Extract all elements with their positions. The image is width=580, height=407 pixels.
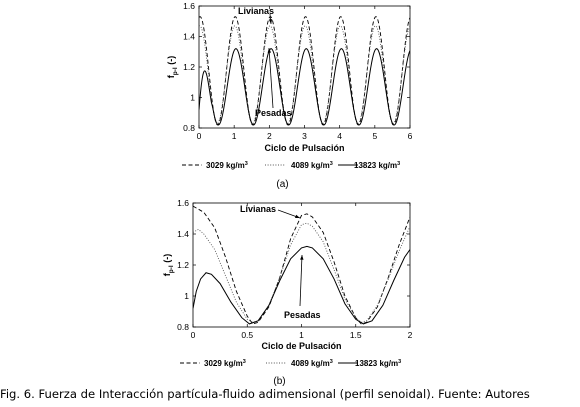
annotation-livianas: Livianas [240, 204, 276, 214]
series-group [193, 205, 410, 325]
y-tick-label: 1 [184, 291, 189, 301]
y-tick-label: 1.2 [177, 260, 189, 270]
y-axis-label: fp-l (-) [166, 56, 179, 78]
legend-label: 4089 kg/m3 [291, 359, 333, 368]
x-tick-label: 2 [408, 330, 413, 340]
x-tick-label: 0 [197, 131, 202, 141]
series-line-dotted [193, 222, 410, 323]
series-line-solid [193, 245, 410, 325]
y-tick-label: 1.6 [183, 1, 195, 11]
annotation-arrow [299, 254, 303, 307]
annotation-livianas: Livianas [238, 6, 274, 16]
legend-label: 3029 kg/m3 [204, 359, 246, 368]
legend-label: 13823 kg/m3 [355, 359, 401, 368]
y-tick-label: 1.4 [183, 32, 195, 42]
annotation-pesadas: Pesadas [255, 108, 292, 118]
annotation-arrowhead [295, 214, 300, 219]
series-line-dashed [193, 205, 410, 325]
y-tick-label: 0.8 [183, 123, 195, 133]
x-tick-label: 1 [232, 131, 237, 141]
chart-panel-b: 0 0.5 1 1.5 2 0.8 1 1.2 1.4 1.6 Ciclo de Pulsación… [162, 198, 413, 387]
x-axis-label: Ciclo de Pulsación [264, 143, 344, 153]
y-tick-label: 1.4 [177, 229, 189, 239]
y-tick-label: 1 [190, 93, 195, 103]
y-tick-label: 1.2 [183, 62, 195, 72]
series-line-dashed [199, 16, 410, 126]
x-tick-label: 1 [299, 330, 304, 340]
legend-label: 13823 kg/m3 [354, 161, 400, 170]
chart-panel-a: 0 1 2 3 4 5 6 0.8 1 1.2 1.4 1.6 Ciclo de Pulsación fp… [166, 1, 413, 190]
x-tick-label: 2 [267, 131, 272, 141]
y-axis-label: fp-l (-) [162, 254, 175, 276]
series-line-solid [199, 48, 410, 126]
legend-label: 4089 kg/m3 [291, 161, 333, 170]
series-line-dotted [199, 25, 410, 124]
x-tick-label: 3 [302, 131, 307, 141]
legend-label: 3029 kg/m3 [206, 161, 248, 170]
panel-label: (a) [276, 179, 288, 190]
annotation-arrowhead [267, 48, 272, 53]
x-tick-label: 4 [337, 131, 342, 141]
x-tick-label: 5 [372, 131, 377, 141]
y-tick-label: 0.8 [177, 322, 189, 332]
x-tick-label: 0.5 [241, 330, 253, 340]
y-tick-label: 1.6 [177, 198, 189, 208]
panel-label: (b) [273, 376, 285, 387]
x-tick-label: 1.5 [350, 330, 362, 340]
annotation-arrow [268, 47, 274, 109]
annotation-arrowhead [300, 255, 304, 260]
annotation-pesadas: Pesadas [284, 310, 321, 320]
annotation-arrowhead [268, 19, 273, 24]
figure-caption: Fig. 6. Fuerza de Interacción partícula-… [0, 387, 530, 401]
x-tick-label: 6 [408, 131, 413, 141]
x-tick-label: 0 [191, 330, 196, 340]
x-axis-label: Ciclo de Pulsación [261, 341, 341, 351]
series-group [199, 16, 410, 126]
